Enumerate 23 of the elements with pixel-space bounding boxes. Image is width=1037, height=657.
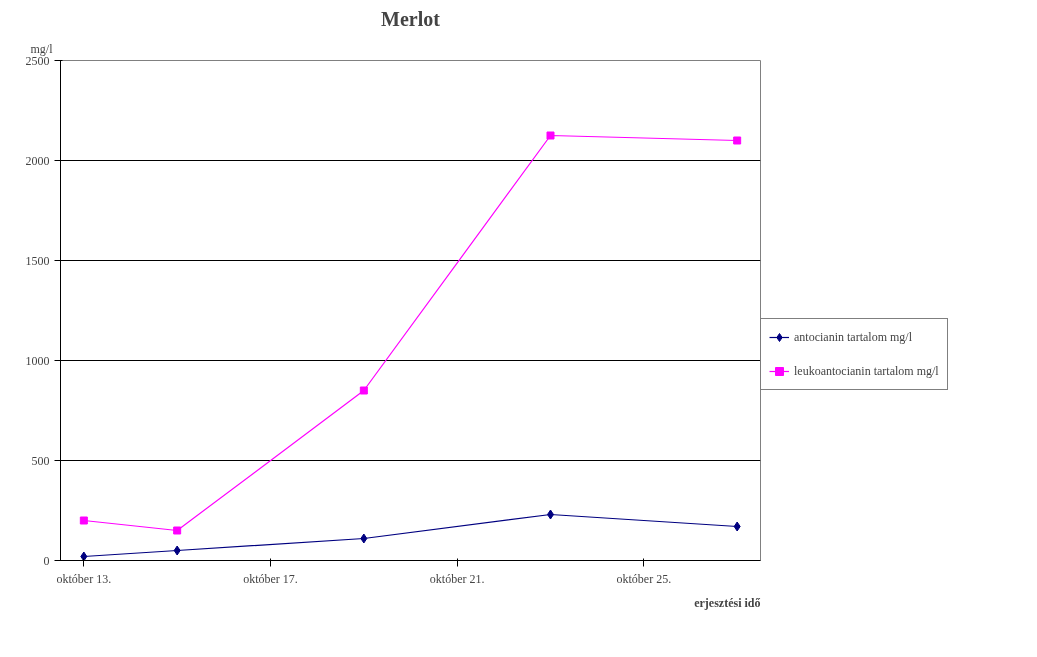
point bbox=[173, 526, 182, 535]
x-tick-label: október 17. bbox=[243, 571, 298, 586]
x-tick-label: október 25. bbox=[616, 571, 672, 586]
legend-label: leukoantocianin tartalom mg/l bbox=[794, 363, 939, 379]
legend-label: antocianin tartalom mg/l bbox=[794, 329, 912, 345]
point bbox=[173, 545, 181, 556]
chart-title: Merlot bbox=[381, 7, 441, 30]
y-tick-label: 1500 bbox=[25, 253, 50, 268]
point bbox=[546, 131, 555, 140]
y-axis-title: mg/l bbox=[30, 41, 54, 56]
y-tick-label: 1000 bbox=[25, 353, 50, 368]
point bbox=[733, 521, 741, 532]
y-tick-label: 500 bbox=[31, 453, 50, 468]
point bbox=[733, 136, 742, 145]
x-tick-label: október 13. bbox=[56, 571, 112, 586]
x-tick-label: október 21. bbox=[429, 571, 485, 586]
x-axis-title: erjesztési idő bbox=[694, 595, 761, 610]
point bbox=[360, 533, 368, 544]
y-tick-label: 2000 bbox=[25, 153, 50, 168]
point bbox=[80, 551, 88, 561]
y-tick-label: 0 bbox=[43, 553, 50, 568]
point bbox=[359, 386, 368, 395]
point bbox=[79, 516, 88, 525]
